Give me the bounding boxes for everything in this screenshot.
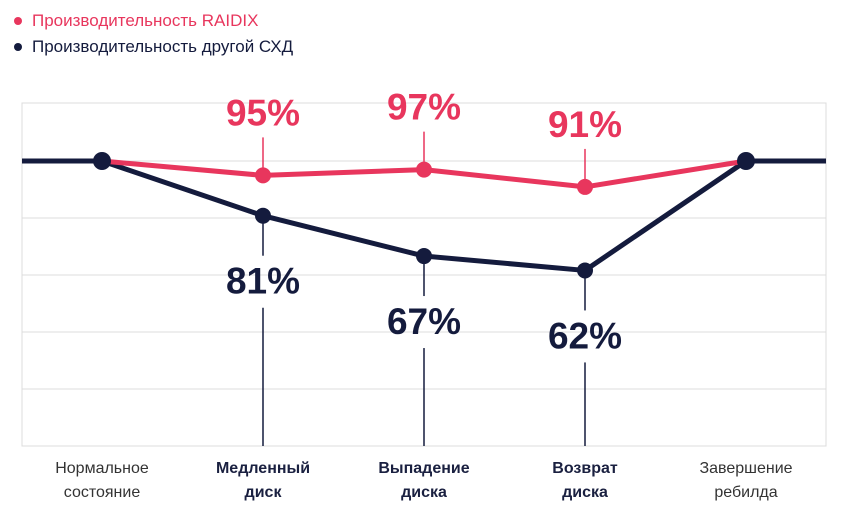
x-tick-label-2-0: Выпадение (378, 460, 469, 477)
value-label-other-1: 81% (226, 261, 300, 302)
marker-raidix-3 (577, 178, 593, 195)
x-tick-label-4-1: ребилда (714, 484, 777, 501)
x-tick-label-0-1: состояние (64, 484, 141, 501)
x-tick-label-0-0: Нормальное (55, 460, 149, 477)
marker-raidix-1 (255, 167, 271, 184)
marker-shared-0 (93, 152, 111, 170)
legend: Производительность RAIDIX Производительн… (14, 8, 293, 60)
legend-dot-raidix (14, 17, 22, 25)
x-tick-label-1-1: диск (245, 484, 283, 501)
value-label-raidix-3: 91% (548, 104, 622, 145)
marker-raidix-2 (416, 161, 432, 178)
x-tick-label-3-0: Возврат (552, 460, 618, 477)
x-tick-label-2-1: диска (401, 484, 447, 501)
value-label-raidix-2: 97% (387, 87, 461, 128)
legend-label-raidix: Производительность RAIDIX (32, 11, 259, 30)
value-label-raidix-1: 95% (226, 92, 300, 133)
legend-item-raidix: Производительность RAIDIX (14, 8, 293, 34)
legend-dot-other (14, 43, 22, 51)
marker-shared-4 (737, 152, 755, 170)
x-tick-label-1-0: Медленный (216, 460, 310, 477)
value-label-other-3: 62% (548, 315, 622, 356)
value-label-other-2: 67% (387, 301, 461, 342)
legend-label-other: Производительность другой СХД (32, 37, 294, 56)
marker-other-3 (577, 262, 593, 279)
marker-other-1 (255, 207, 271, 224)
legend-item-other: Производительность другой СХД (14, 34, 293, 60)
x-tick-label-3-1: диска (562, 484, 608, 501)
marker-other-2 (416, 248, 432, 265)
x-tick-label-4-0: Завершение (699, 460, 792, 477)
